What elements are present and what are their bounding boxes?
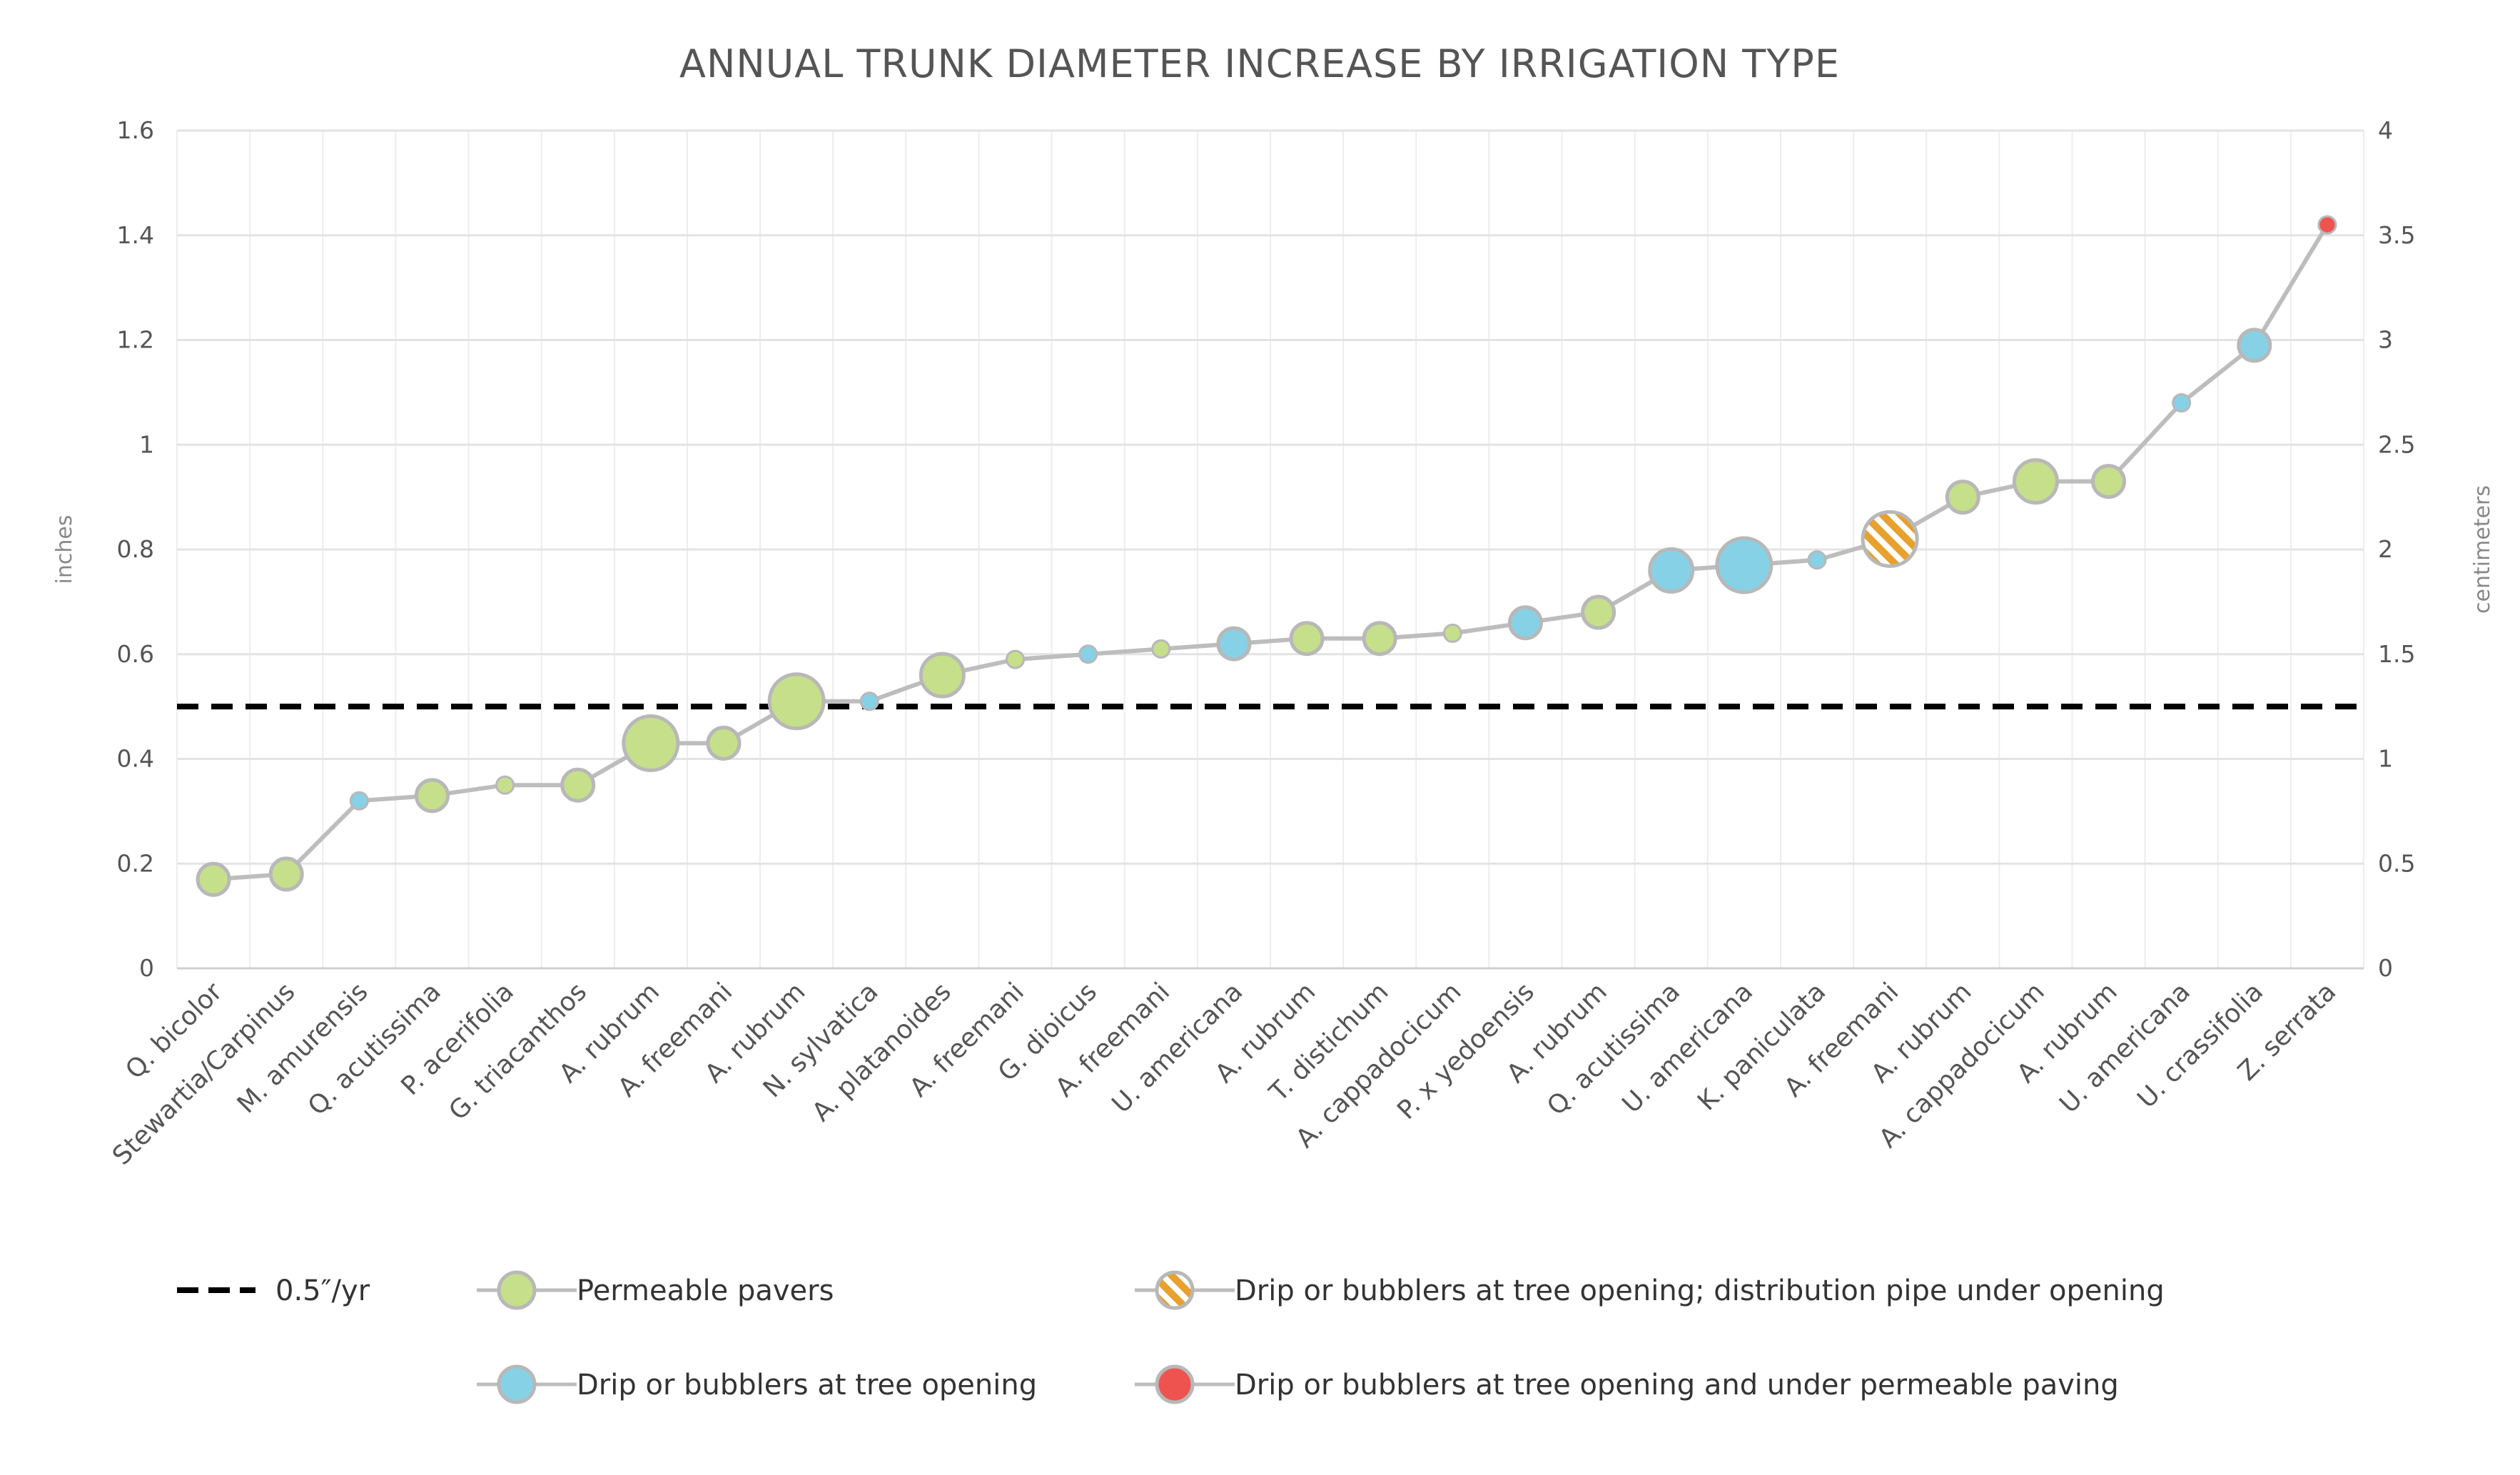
y2-tick-label: 2.5	[2378, 430, 2415, 458]
legend-label: Permeable pavers	[577, 1274, 834, 1307]
data-point	[767, 672, 826, 731]
y-tick-label: 0.6	[117, 640, 154, 668]
y-tick-label: 1.2	[117, 326, 154, 354]
data-point	[706, 725, 742, 761]
legend: 0.5″/yr Permeable pavers Drip or bubblers …	[177, 1270, 2165, 1404]
y2-tick-label: 3	[2378, 326, 2393, 354]
y-tick-label: 1.6	[117, 116, 154, 144]
data-point	[1715, 536, 1773, 594]
data-point	[1442, 623, 1462, 643]
data-point	[414, 778, 450, 813]
x-tick-label: Q. acutissima	[1542, 977, 1686, 1121]
data-point	[859, 691, 879, 711]
data-point	[1945, 480, 1980, 515]
grid	[176, 129, 2364, 970]
legend-item: Drip or bubblers at tree opening; distri…	[1135, 1270, 2165, 1310]
y-tick-label: 1	[139, 430, 154, 458]
data-point	[1078, 644, 1098, 664]
y-axis-right: 0 0.5 1 1.5 2 2.5 3 3.5 4	[2378, 116, 2415, 982]
x-tick-label: Q. acutissima	[303, 977, 447, 1121]
y-tick-label: 0.4	[117, 745, 154, 773]
legend-label: Drip or bubblers at tree opening and und…	[1235, 1369, 2119, 1401]
data-point	[1151, 639, 1171, 659]
points-layer	[196, 215, 2337, 897]
legend-swatch-marker	[1155, 1270, 1195, 1310]
y2-tick-label: 4	[2378, 116, 2393, 144]
y2-tick-label: 2	[2378, 535, 2393, 563]
legend-swatch-marker	[497, 1364, 537, 1404]
legend-label: Drip or bubblers at tree opening; distri…	[1235, 1274, 2165, 1307]
y-axis-title-right: centimeters	[2470, 485, 2495, 614]
y-tick-label: 0.2	[117, 849, 154, 877]
legend-label: Drip or bubblers at tree opening	[577, 1369, 1037, 1401]
y-tick-label: 0	[139, 954, 154, 982]
y2-tick-label: 0	[2378, 954, 2393, 982]
data-point	[1861, 510, 1919, 568]
data-point	[1581, 594, 1616, 630]
legend-swatch-marker	[497, 1270, 537, 1310]
data-point	[1289, 621, 1325, 657]
data-point	[622, 714, 680, 772]
data-point	[919, 652, 966, 699]
data-point	[2317, 215, 2337, 235]
chart-title: ANNUAL TRUNK DIAMETER INCREASE BY IRRIGA…	[679, 41, 1840, 86]
x-tick-label: U. americana	[1617, 977, 1759, 1119]
data-point	[349, 791, 369, 811]
data-point	[196, 861, 231, 897]
legend-swatch-marker	[1155, 1364, 1195, 1404]
y-tick-label: 0.8	[117, 535, 154, 563]
x-tick-label: K. paniculata	[1692, 977, 1831, 1116]
data-point	[268, 856, 304, 892]
y-axis-title-left: inches	[52, 515, 77, 584]
data-point	[2237, 328, 2272, 363]
legend-item: Drip or bubblers at tree opening	[477, 1364, 1037, 1404]
data-point	[1362, 621, 1397, 657]
data-point	[1006, 649, 1026, 669]
legend-item: Drip or bubblers at tree opening and und…	[1135, 1364, 2119, 1404]
x-tick-label: U. crassifolia	[2132, 977, 2269, 1114]
x-tick-label: U. americana	[2054, 977, 2196, 1119]
data-point	[2172, 393, 2192, 413]
x-tick-label: M. amurensis	[232, 977, 374, 1119]
data-point	[1807, 550, 1827, 570]
y2-tick-label: 1.5	[2378, 640, 2415, 668]
data-point	[560, 767, 596, 803]
legend-label: 0.5″/yr	[275, 1274, 370, 1307]
data-point	[2091, 464, 2127, 500]
legend-item: Permeable pavers	[477, 1270, 834, 1310]
y2-tick-label: 1	[2378, 745, 2393, 773]
data-point	[2012, 458, 2059, 505]
data-point	[1216, 626, 1252, 662]
y-tick-label: 1.4	[117, 221, 154, 249]
data-point	[1507, 605, 1543, 641]
legend-item: 0.5″/yr	[177, 1274, 370, 1307]
y2-tick-label: 3.5	[2378, 221, 2415, 249]
data-point	[1648, 547, 1695, 594]
data-point	[495, 775, 515, 795]
y2-tick-label: 0.5	[2378, 849, 2415, 877]
y-axis-left: 0 0.2 0.4 0.6 0.8 1 1.2 1.4 1.6	[117, 116, 154, 982]
x-tick-label: U. americana	[1107, 977, 1249, 1119]
